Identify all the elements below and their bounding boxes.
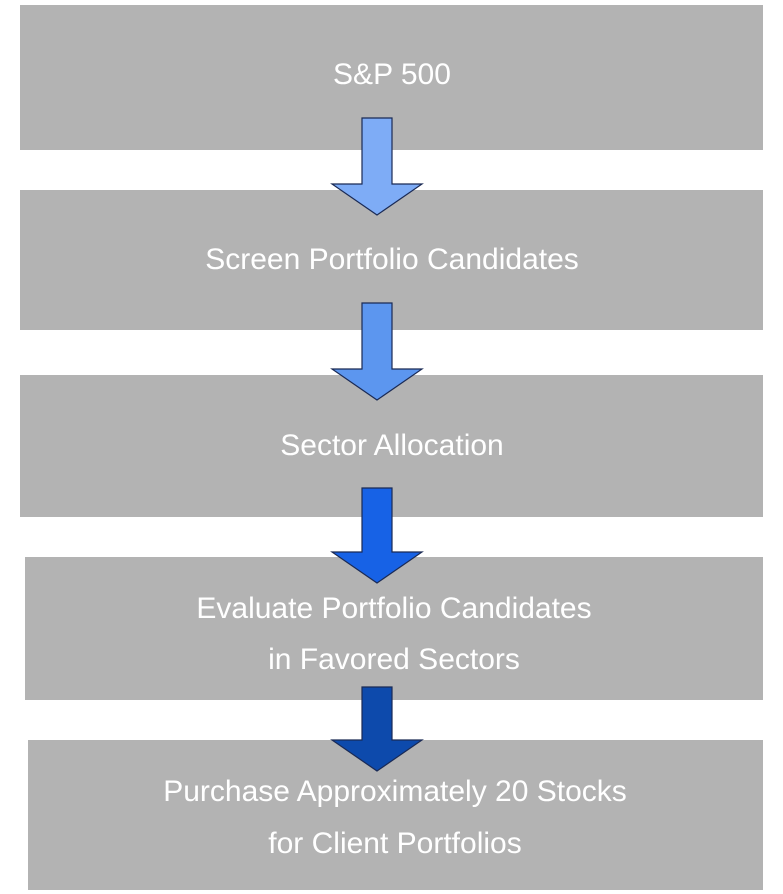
step-text: Screen Portfolio Candidates <box>205 243 579 276</box>
arrow <box>330 487 424 584</box>
arrow <box>330 302 424 401</box>
arrow <box>330 117 424 216</box>
step-text: Evaluate Portfolio Candidates <box>196 592 591 625</box>
step-text: S&P 500 <box>333 58 451 91</box>
step-text: Purchase Approximately 20 Stocks <box>163 775 627 808</box>
step-text: for Client Portfolios <box>268 827 521 860</box>
step-box <box>28 740 763 890</box>
arrow <box>330 686 424 772</box>
step-box <box>25 557 763 700</box>
step-text: in Favored Sectors <box>268 643 520 676</box>
step-text: Sector Allocation <box>280 429 503 462</box>
